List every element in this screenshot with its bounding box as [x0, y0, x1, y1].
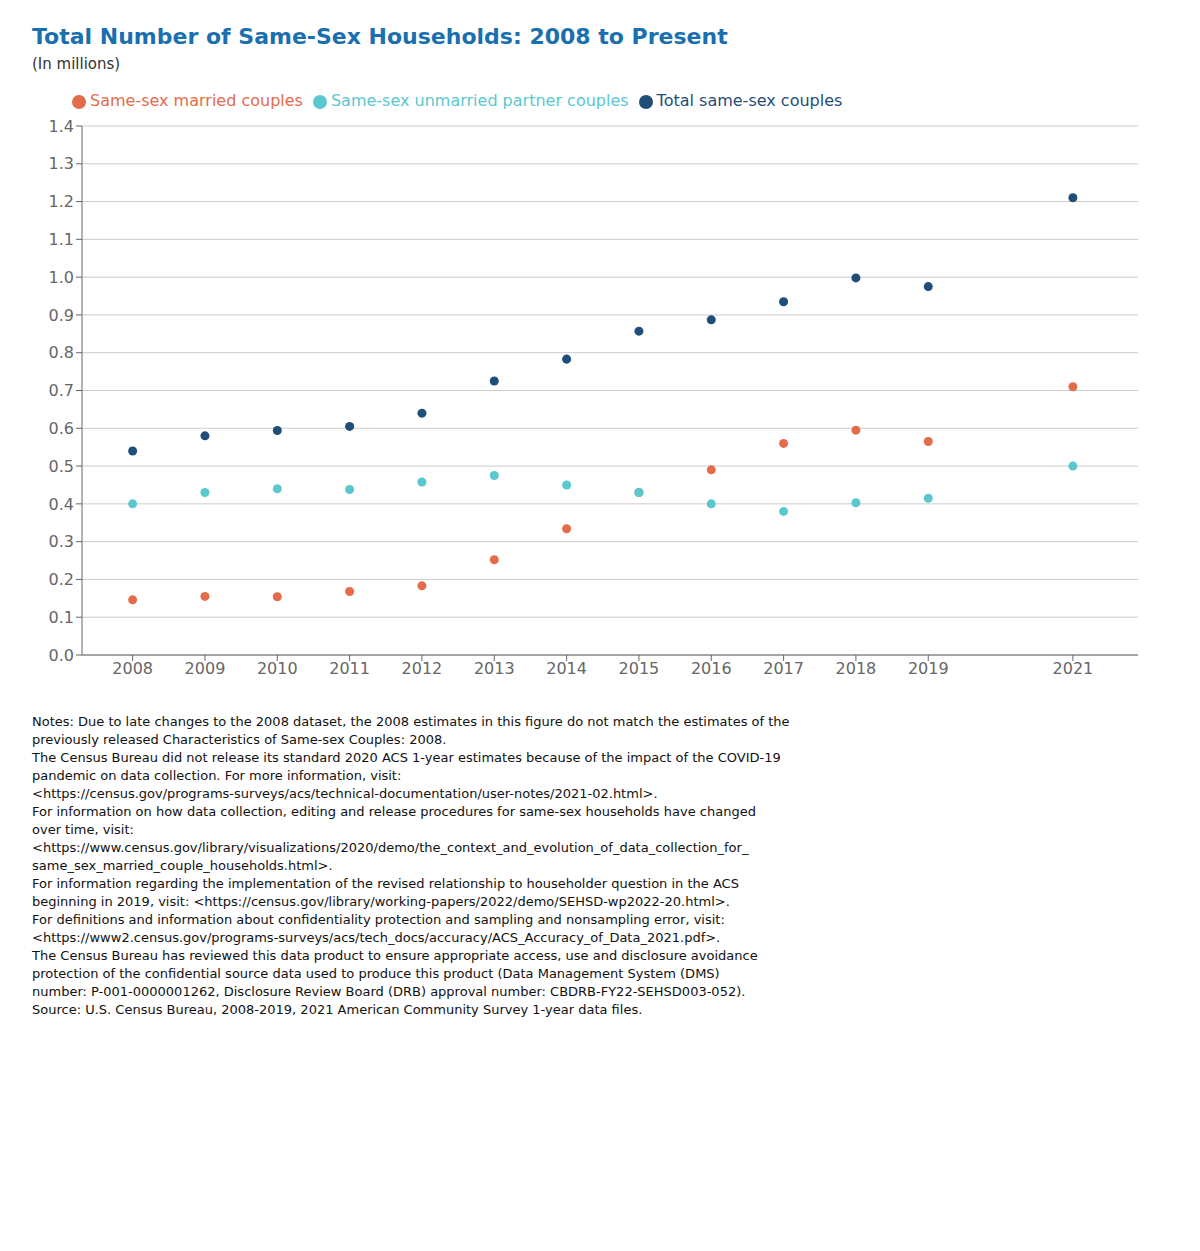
html-text:protection of the confidential: protection of the confidential source da…	[32, 966, 720, 981]
html-text:<https://www2.census.gov/progr: <https://www2.census.gov/programs-survey…	[32, 930, 721, 945]
svg-text:2018: 2018	[836, 659, 877, 678]
svg-text:2008: 2008	[112, 659, 153, 678]
html-text:The Census Bureau has reviewed: The Census Bureau has reviewed this data…	[32, 948, 758, 963]
svg-text:2009: 2009	[185, 659, 226, 678]
svg-text:0.3: 0.3	[49, 532, 74, 551]
svg-text:2019: 2019	[908, 659, 949, 678]
svg-text:0.0: 0.0	[49, 646, 74, 665]
html-text:For definitions and informatio: For definitions and information about co…	[32, 912, 725, 927]
html-text:For information on how data co: For information on how data collection, …	[32, 804, 756, 819]
html-text:beginning in 2019, visit: <htt: beginning in 2019, visit: <https://censu…	[32, 894, 730, 909]
html-text:(In millions): (In millions)	[32, 55, 121, 73]
svg-text:1.2: 1.2	[49, 192, 74, 211]
html-text:Total same-sex couples: Total same-sex couples	[656, 91, 843, 110]
svg-text:1.0: 1.0	[49, 268, 74, 287]
svg-text:2021: 2021	[1053, 659, 1094, 678]
html-text:pandemic on data collection. F: pandemic on data collection. For more in…	[32, 768, 402, 783]
svg-text:2016: 2016	[691, 659, 732, 678]
html-text:For information regarding the: For information regarding the implementa…	[32, 876, 739, 891]
svg-text:0.9: 0.9	[49, 306, 74, 325]
svg-text:2017: 2017	[763, 659, 804, 678]
svg-text:2014: 2014	[546, 659, 587, 678]
html-text:number: P-001-0000001262, Disc: number: P-001-0000001262, Disclosure Rev…	[32, 984, 746, 999]
html-text:Same-sex married couples: Same-sex married couples	[90, 91, 303, 110]
svg-text:0.7: 0.7	[49, 381, 74, 400]
html-text:The Census Bureau did not rele: The Census Bureau did not release its st…	[32, 750, 781, 765]
svg-text:2011: 2011	[329, 659, 370, 678]
svg-text:0.8: 0.8	[49, 343, 74, 362]
svg-text:0.5: 0.5	[49, 457, 74, 476]
html-text:previously released Characteri: previously released Characteristics of S…	[32, 732, 447, 747]
html-text:Same-sex unmarried partner cou: Same-sex unmarried partner couples	[330, 91, 629, 110]
svg-text:2013: 2013	[474, 659, 515, 678]
svg-text:1.3: 1.3	[49, 154, 74, 173]
html-text:<https://www.census.gov/librar: <https://www.census.gov/library/visualiz…	[32, 840, 749, 855]
html-text:Source: U.S. Census Bureau, 20: Source: U.S. Census Bureau, 2008-2019, 2…	[32, 1002, 643, 1017]
svg-text:2010: 2010	[257, 659, 298, 678]
html-text:<https://census.gov/programs-s: <https://census.gov/programs-surveys/acs…	[32, 786, 658, 801]
svg-text:1.1: 1.1	[49, 230, 74, 249]
svg-text:2015: 2015	[619, 659, 660, 678]
svg-text:0.1: 0.1	[49, 608, 74, 627]
html-text:same_sex_married_couple_househ: same_sex_married_couple_households.html>…	[32, 858, 333, 873]
svg-text:0.6: 0.6	[49, 419, 74, 438]
svg-text:2012: 2012	[402, 659, 443, 678]
svg-text:1.4: 1.4	[49, 117, 74, 136]
svg-text:0.4: 0.4	[49, 495, 74, 514]
html-text:over time, visit:: over time, visit:	[32, 822, 134, 837]
svg-text:0.2: 0.2	[49, 570, 74, 589]
html-text:Notes: Due to late changes to: Notes: Due to late changes to the 2008 d…	[32, 714, 790, 729]
html-text:Total Number of Same-Sex House: Total Number of Same-Sex Households: 200…	[32, 24, 728, 49]
